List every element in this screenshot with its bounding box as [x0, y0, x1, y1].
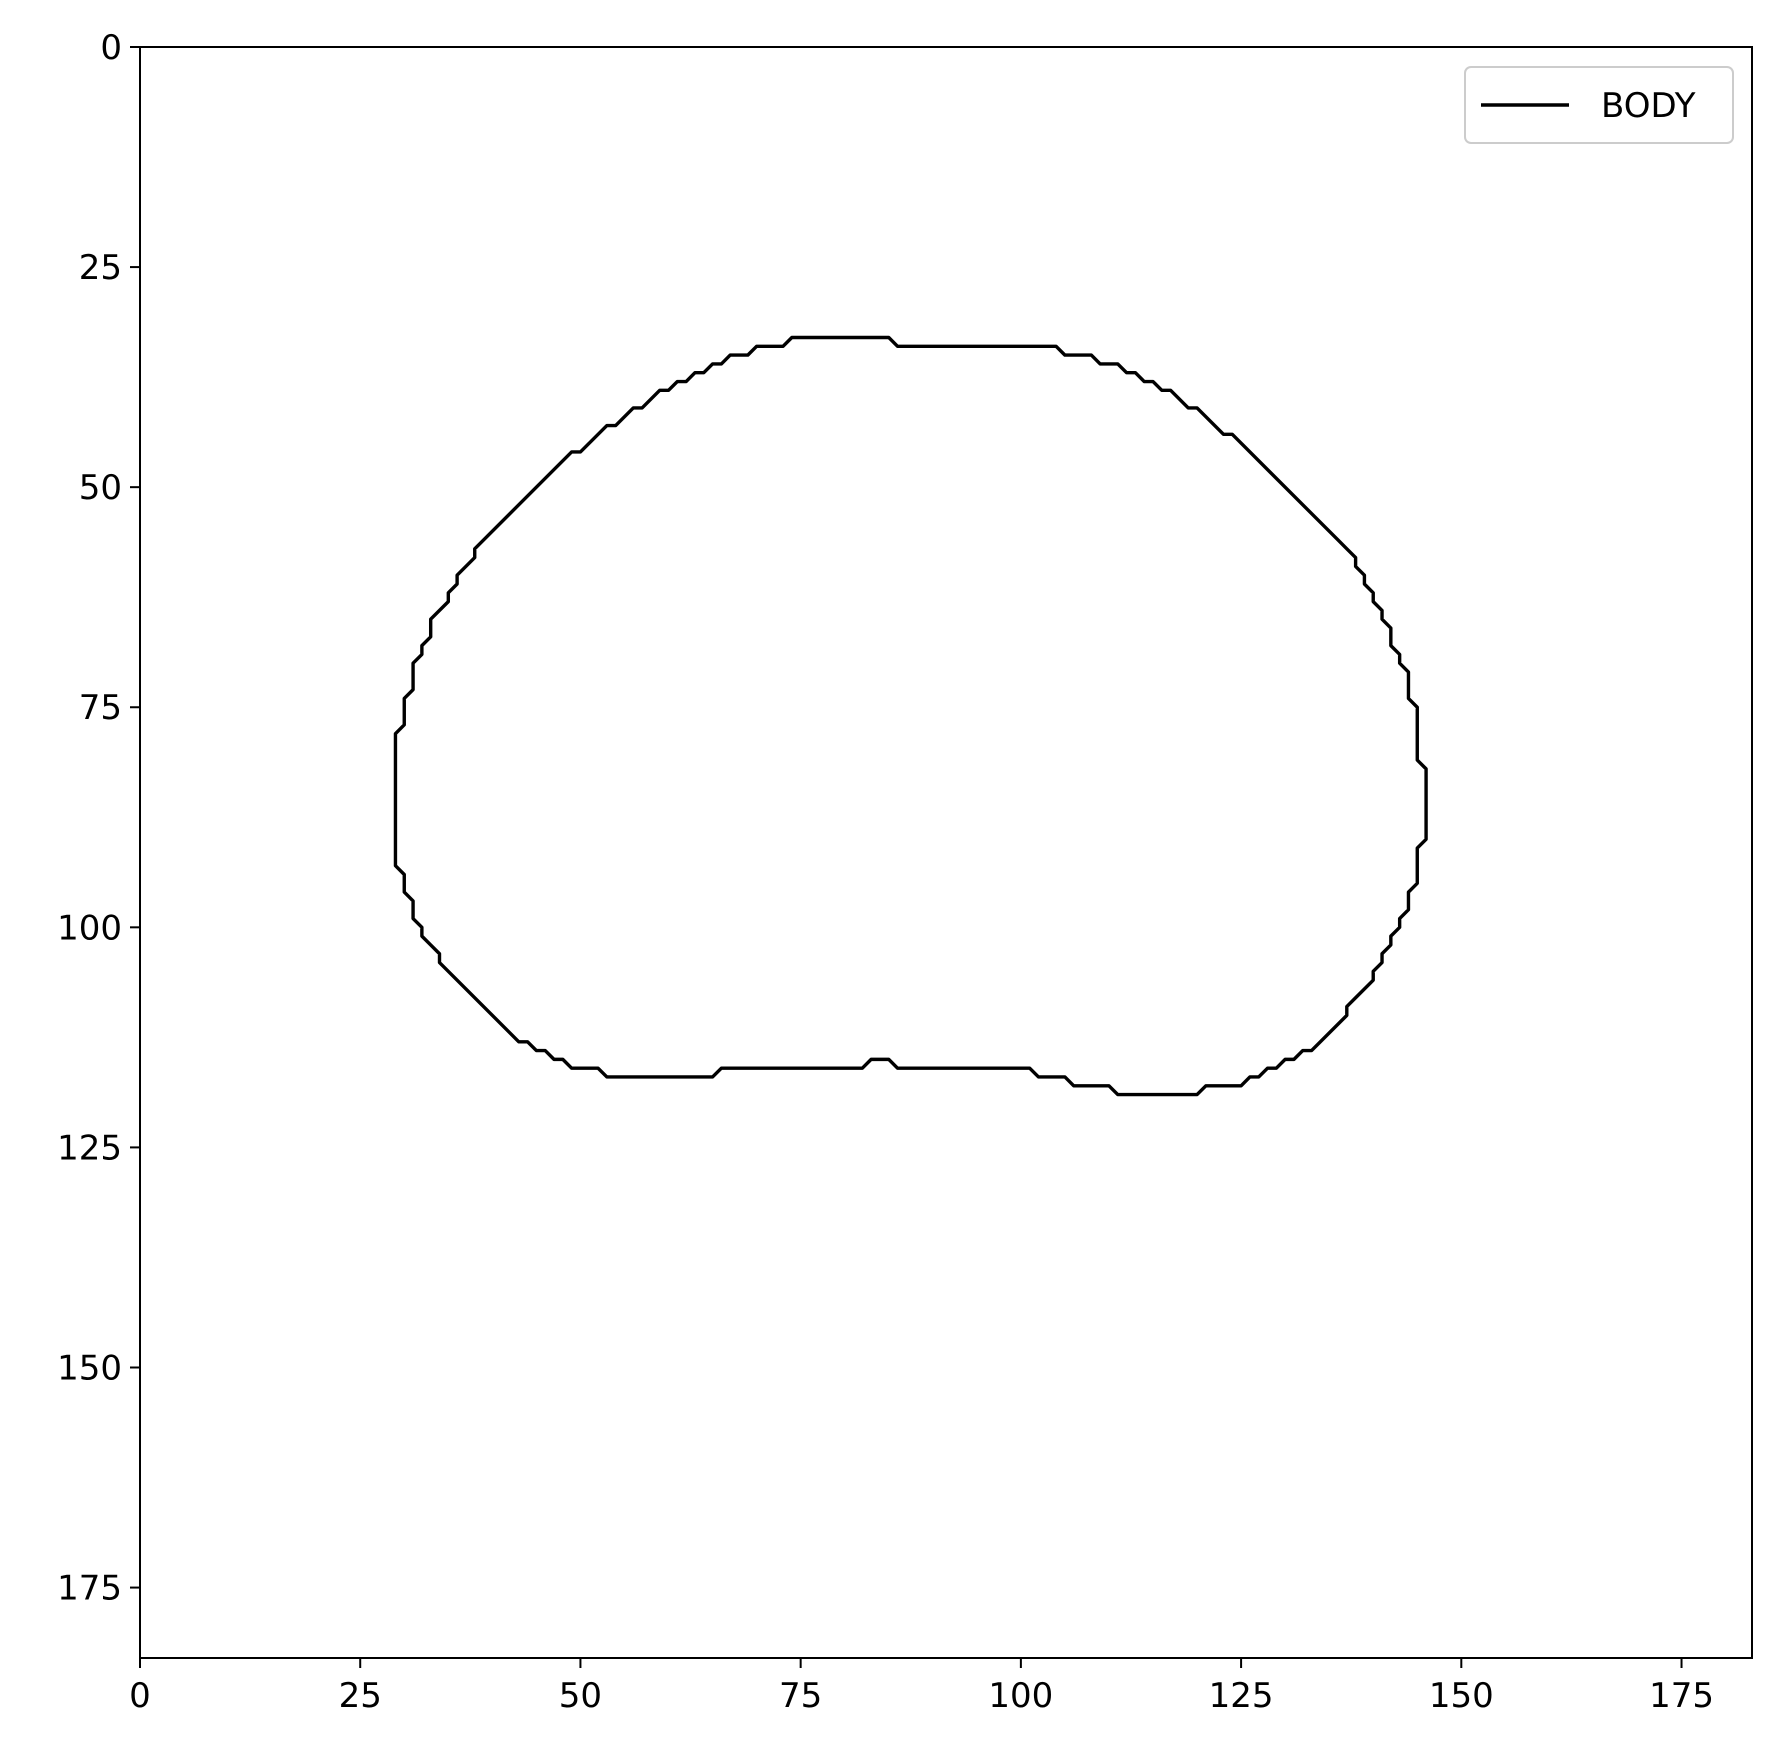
x-tick-label: 125	[1209, 1676, 1274, 1716]
y-tick-label: 125	[57, 1128, 122, 1168]
legend-label: BODY	[1601, 86, 1696, 126]
y-tick-label: 75	[79, 688, 122, 728]
x-tick-label: 0	[129, 1676, 151, 1716]
x-tick-label: 50	[559, 1676, 602, 1716]
x-tick-label: 175	[1649, 1676, 1714, 1716]
y-tick-label: 0	[100, 28, 122, 68]
y-tick-label: 25	[79, 248, 122, 288]
legend-box	[1464, 66, 1734, 144]
x-tick-label: 75	[779, 1676, 822, 1716]
x-tick-label: 150	[1429, 1676, 1494, 1716]
x-axis: 0 25 50 75 100 125 150 175	[129, 1658, 1714, 1716]
series-line-body	[393, 335, 1428, 1097]
x-tick-label: 100	[988, 1676, 1053, 1716]
legend: BODY	[1464, 66, 1734, 144]
y-tick-label: 50	[79, 468, 122, 508]
plot-area	[139, 46, 1753, 1659]
y-tick-label: 175	[57, 1569, 122, 1609]
plot-frame	[139, 46, 1753, 1659]
y-tick-label: 100	[57, 908, 122, 948]
x-tick-label: 25	[339, 1676, 382, 1716]
y-tick-label: 150	[57, 1348, 122, 1388]
y-axis: 0 25 50 75 100 125 150 175	[57, 28, 140, 1609]
